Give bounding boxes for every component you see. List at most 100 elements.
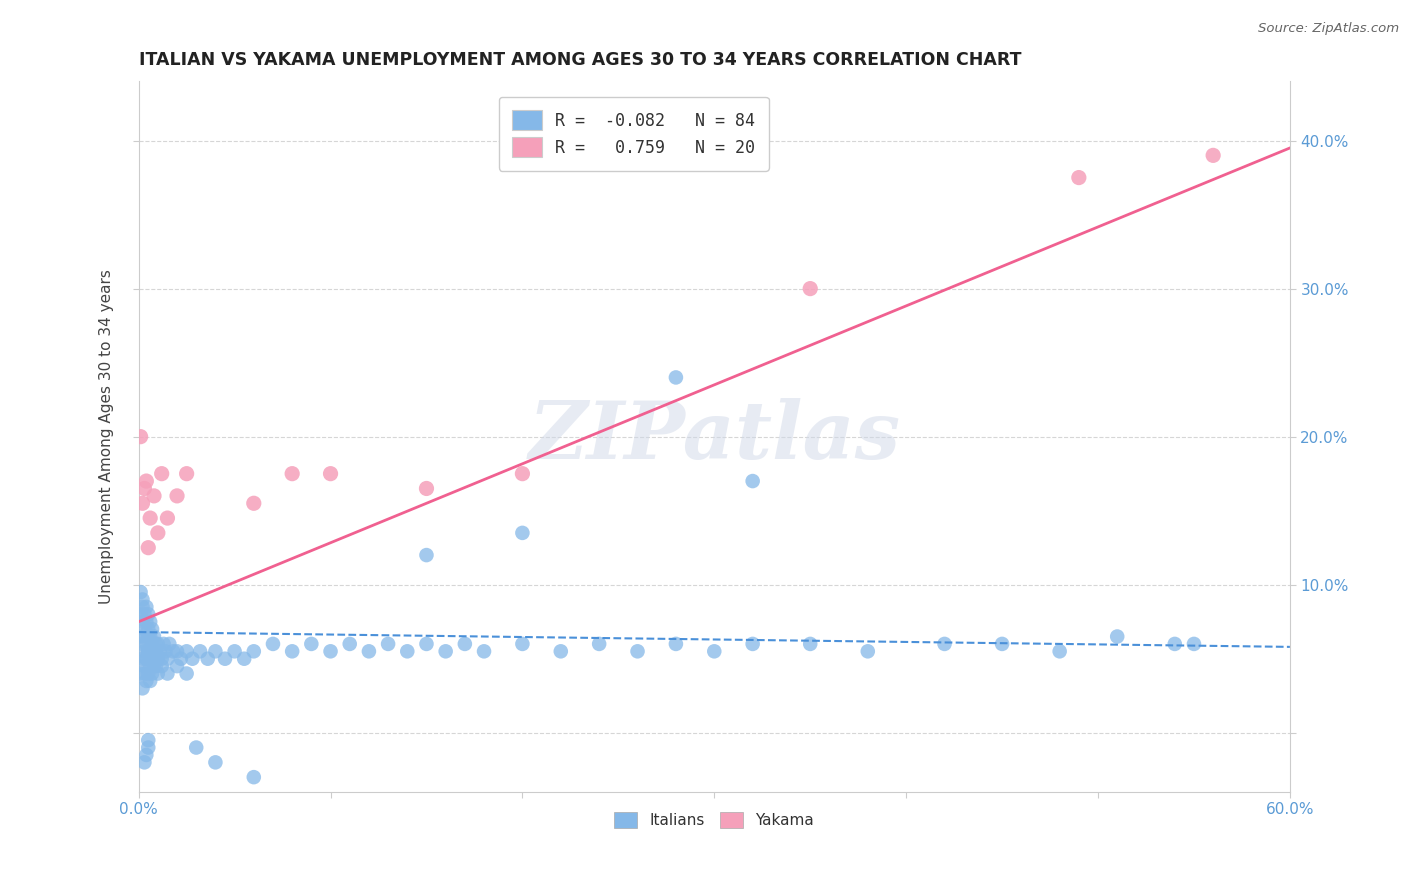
Point	[135, 615, 157, 629]
Point	[145, 659, 167, 673]
Point	[319, 644, 342, 658]
Point	[141, 666, 163, 681]
Point	[472, 644, 495, 658]
Point	[415, 482, 437, 496]
Point	[152, 637, 174, 651]
Point	[281, 644, 304, 658]
Point	[934, 637, 956, 651]
Point	[339, 637, 361, 651]
Point	[512, 525, 534, 540]
Point	[131, 637, 153, 651]
Point	[512, 467, 534, 481]
Point	[1107, 630, 1129, 644]
Point	[150, 651, 173, 665]
Point	[319, 467, 342, 481]
Point	[129, 430, 152, 444]
Point	[1182, 637, 1205, 651]
Point	[156, 511, 179, 525]
Point	[134, 659, 156, 673]
Text: ZIPatlas: ZIPatlas	[529, 398, 900, 475]
Point	[136, 630, 159, 644]
Point	[262, 637, 284, 651]
Text: Source: ZipAtlas.com: Source: ZipAtlas.com	[1258, 22, 1399, 36]
Point	[143, 651, 166, 665]
Point	[181, 651, 204, 665]
Point	[146, 651, 169, 665]
Point	[146, 637, 169, 651]
Legend: Italians, Yakama: Italians, Yakama	[609, 805, 820, 834]
Point	[1049, 644, 1071, 658]
Point	[136, 607, 159, 622]
Point	[415, 637, 437, 651]
Point	[204, 644, 226, 658]
Point	[550, 644, 572, 658]
Point	[134, 644, 156, 658]
Point	[377, 637, 399, 651]
Point	[243, 644, 266, 658]
Point	[143, 659, 166, 673]
Point	[156, 666, 179, 681]
Point	[134, 622, 156, 636]
Point	[131, 599, 153, 614]
Point	[135, 673, 157, 688]
Point	[157, 637, 180, 651]
Point	[1202, 148, 1225, 162]
Point	[741, 637, 763, 651]
Point	[135, 651, 157, 665]
Point	[233, 651, 256, 665]
Point	[166, 659, 188, 673]
Point	[131, 651, 153, 665]
Point	[214, 651, 236, 665]
Point	[134, 756, 156, 770]
Point	[176, 644, 198, 658]
Point	[139, 630, 162, 644]
Point	[131, 592, 153, 607]
Point	[176, 467, 198, 481]
Point	[139, 659, 162, 673]
Point	[136, 622, 159, 636]
Point	[243, 496, 266, 510]
Point	[799, 282, 821, 296]
Point	[665, 637, 688, 651]
Point	[281, 467, 304, 481]
Point	[136, 740, 159, 755]
Point	[139, 644, 162, 658]
Point	[197, 651, 219, 665]
Point	[856, 644, 879, 658]
Point	[145, 644, 167, 658]
Point	[135, 599, 157, 614]
Point	[143, 489, 166, 503]
Point	[146, 525, 169, 540]
Point	[131, 615, 153, 629]
Point	[136, 541, 159, 555]
Point	[135, 651, 157, 665]
Point	[136, 644, 159, 658]
Point	[141, 637, 163, 651]
Point	[146, 666, 169, 681]
Point	[396, 644, 419, 658]
Point	[134, 607, 156, 622]
Point	[176, 666, 198, 681]
Point	[357, 644, 380, 658]
Point	[1164, 637, 1187, 651]
Y-axis label: Unemployment Among Ages 30 to 34 years: Unemployment Among Ages 30 to 34 years	[100, 269, 114, 604]
Point	[166, 644, 188, 658]
Point	[434, 644, 457, 658]
Point	[134, 666, 156, 681]
Point	[143, 630, 166, 644]
Point	[588, 637, 610, 651]
Point	[149, 644, 172, 658]
Point	[170, 651, 193, 665]
Point	[136, 666, 159, 681]
Point	[143, 644, 166, 658]
Point	[150, 467, 173, 481]
Point	[129, 607, 152, 622]
Point	[162, 644, 184, 658]
Point	[156, 651, 179, 665]
Point	[243, 770, 266, 784]
Point	[131, 496, 153, 510]
Text: ITALIAN VS YAKAMA UNEMPLOYMENT AMONG AGES 30 TO 34 YEARS CORRELATION CHART: ITALIAN VS YAKAMA UNEMPLOYMENT AMONG AGE…	[139, 51, 1021, 69]
Point	[139, 615, 162, 629]
Point	[188, 644, 211, 658]
Point	[134, 630, 156, 644]
